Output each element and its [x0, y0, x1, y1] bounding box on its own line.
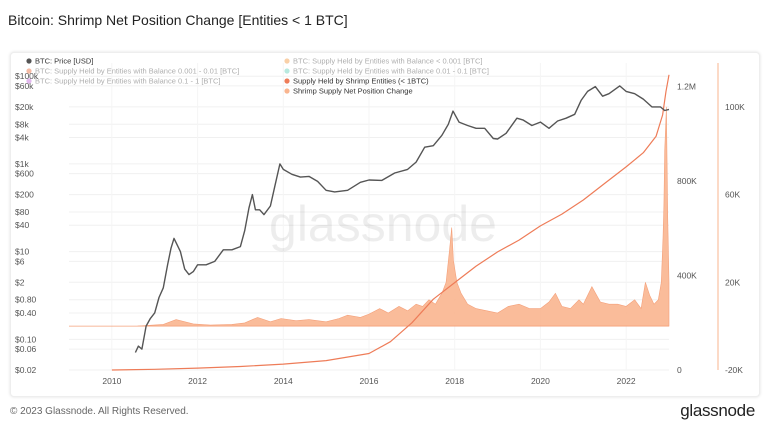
legend-swatch — [284, 78, 290, 84]
change-tick-label: 100K — [725, 102, 745, 112]
x-tick-label: 2020 — [531, 376, 550, 386]
legend-label: BTC: Supply Held by Entities with Balanc… — [293, 57, 482, 66]
legend-swatch — [284, 58, 290, 64]
legend-label: BTC: Supply Held by Entities with Balanc… — [293, 67, 489, 76]
x-tick-label: 2018 — [445, 376, 464, 386]
x-tick-label: 2014 — [274, 376, 293, 386]
price-tick-label: $80 — [15, 207, 29, 217]
change-tick-label: 20K — [725, 277, 740, 287]
legend-label: Supply Held by Shrimp Entities (< 1BTC) — [293, 77, 429, 86]
x-tick-label: 2022 — [617, 376, 636, 386]
legend-label: BTC: Supply Held by Entities with Balanc… — [35, 77, 221, 86]
price-tick-label: $0.80 — [15, 295, 37, 305]
legend-label: BTC: Price [USD] — [35, 57, 93, 66]
supply-tick-label: 0 — [677, 365, 682, 375]
price-tick-label: $1k — [15, 159, 29, 169]
copyright-text: © 2023 Glassnode. All Rights Reserved. — [10, 406, 189, 417]
legend-swatch — [26, 58, 32, 64]
price-tick-label: $200 — [15, 190, 34, 200]
page-title: Bitcoin: Shrimp Net Position Change [Ent… — [8, 12, 348, 28]
x-tick-label: 2016 — [360, 376, 379, 386]
price-tick-label: $60k — [15, 81, 34, 91]
x-tick-label: 2010 — [102, 376, 121, 386]
glassnode-logo: glassnode — [680, 401, 755, 420]
chart-panel: glassnode $0.02 $0.06 $0.10 $0.40 $0.80 $2 $6 $… — [10, 52, 760, 397]
chart-svg: glassnode $0.02$0.06$0.10$0.40$0.80$2$6$… — [15, 57, 745, 386]
price-tick-label: $600 — [15, 169, 34, 179]
legend-swatch — [284, 88, 290, 94]
price-tick-label: $40 — [15, 220, 29, 230]
price-tick-label: $6 — [15, 256, 25, 266]
legend-item[interactable]: BTC: Supply Held by Entities with Balanc… — [284, 67, 489, 76]
change-tick-label: -20K — [725, 365, 743, 375]
price-tick-label: $20k — [15, 102, 34, 112]
legend-swatch — [284, 68, 290, 74]
price-tick-label: $8k — [15, 119, 29, 129]
price-tick-label: $0.10 — [15, 334, 37, 344]
price-tick-label: $0.40 — [15, 308, 37, 318]
change-tick-label: 60K — [725, 190, 740, 200]
legend-item[interactable]: BTC: Supply Held by Entities with Balanc… — [26, 67, 239, 76]
x-tick-label: 2012 — [188, 376, 207, 386]
supply-tick-label: 400K — [677, 271, 697, 281]
legend-item[interactable]: BTC: Supply Held by Entities with Balanc… — [26, 77, 221, 86]
series-price-line — [134, 85, 670, 353]
price-tick-label: $2 — [15, 277, 25, 287]
price-tick-label: $100k — [15, 71, 39, 81]
legend-label: Shrimp Supply Net Position Change — [293, 87, 413, 96]
legend-item[interactable]: Shrimp Supply Net Position Change — [284, 87, 413, 96]
price-tick-label: $0.06 — [15, 344, 37, 354]
legend-item[interactable]: BTC: Price [USD] — [26, 57, 93, 66]
supply-tick-label: 1.2M — [677, 82, 696, 92]
supply-tick-label: 800K — [677, 176, 697, 186]
legend-swatch — [26, 78, 32, 84]
legend-item[interactable]: BTC: Supply Held by Entities with Balanc… — [284, 57, 482, 66]
price-tick-label: $10 — [15, 247, 29, 257]
legend-swatch — [26, 68, 32, 74]
legend-label: BTC: Supply Held by Entities with Balanc… — [35, 67, 239, 76]
price-tick-label: $0.02 — [15, 365, 37, 375]
legend-item[interactable]: Supply Held by Shrimp Entities (< 1BTC) — [284, 77, 429, 86]
price-tick-label: $4k — [15, 133, 29, 143]
series-net-change-area — [137, 106, 670, 327]
series-shrimp-supply-line — [111, 74, 670, 371]
watermark-text: glassnode — [269, 196, 497, 252]
